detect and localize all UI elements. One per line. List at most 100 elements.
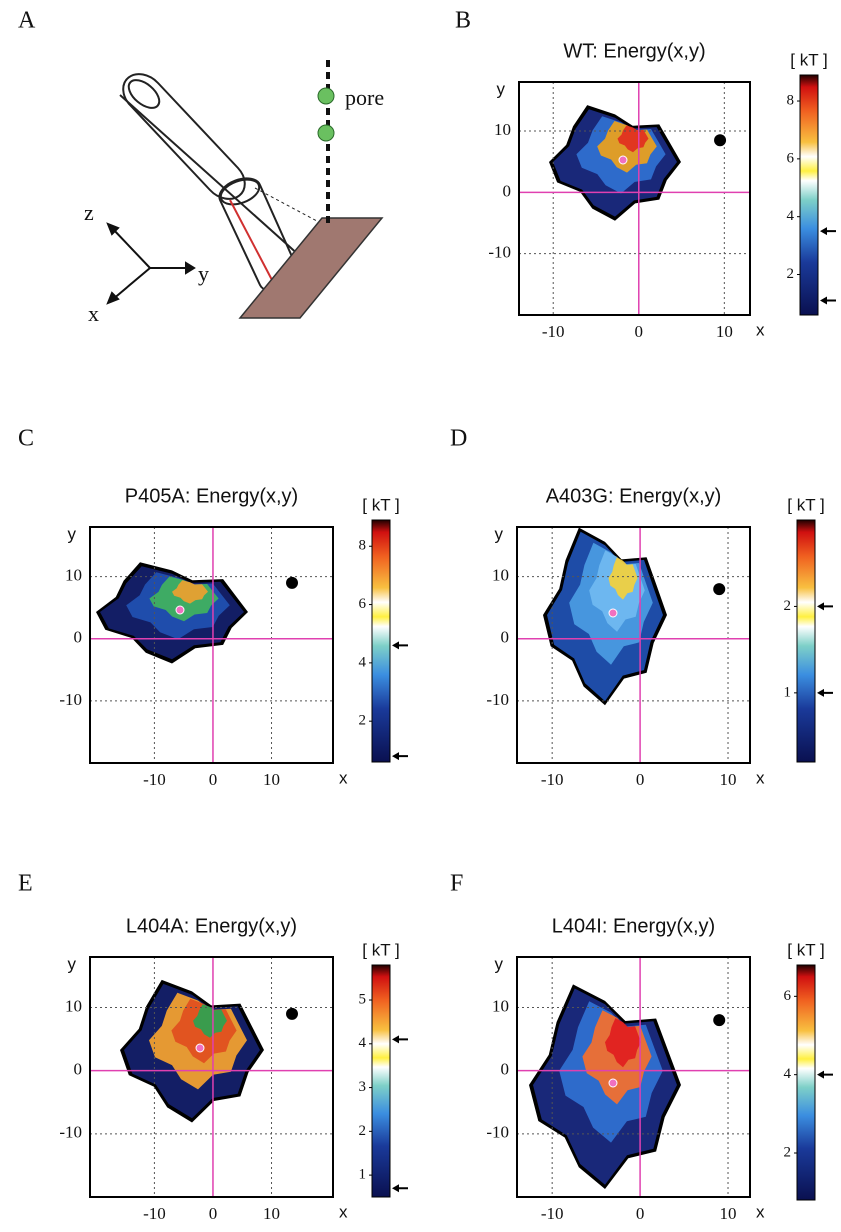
arrow-head bbox=[106, 291, 120, 305]
x-tick-label: 0 bbox=[636, 1204, 645, 1223]
colorbar-tick-label: 4 bbox=[784, 1066, 792, 1082]
x-tick-label: -10 bbox=[542, 322, 565, 341]
x-axis-label: x bbox=[756, 768, 765, 787]
colorbar-tick-label: 4 bbox=[359, 654, 367, 670]
cylinder-end bbox=[219, 178, 261, 206]
colorbar-tick-label: 6 bbox=[359, 596, 367, 612]
colorbar-label: [ kT ] bbox=[787, 940, 824, 959]
rod bbox=[119, 94, 311, 266]
x-tick-label: 10 bbox=[263, 770, 280, 789]
y-tick-label: -10 bbox=[488, 243, 511, 262]
plot-frame bbox=[518, 81, 751, 316]
panel-label: B bbox=[455, 8, 471, 34]
arrow-head bbox=[185, 261, 196, 275]
plot-frame bbox=[89, 526, 334, 764]
y-tick-label: 0 bbox=[501, 628, 510, 647]
axis-name: z bbox=[84, 200, 94, 225]
y-tick-label: 10 bbox=[492, 566, 509, 585]
colorbar-tick-label: 4 bbox=[359, 1035, 367, 1051]
map-region bbox=[608, 557, 638, 600]
plot-frame bbox=[516, 526, 751, 764]
colorbar bbox=[799, 74, 819, 316]
colorbar-arrow bbox=[392, 1035, 408, 1044]
x-tick-label: 10 bbox=[263, 1204, 280, 1223]
colorbar-tick-label: 4 bbox=[787, 208, 795, 224]
y-tick-label: -10 bbox=[59, 1123, 82, 1142]
membrane-plane bbox=[238, 217, 384, 319]
pore-marker bbox=[713, 583, 726, 596]
panel-label: E bbox=[18, 871, 33, 897]
chart-title: WT: Energy(x,y) bbox=[563, 40, 705, 62]
colorbar-tick-label: 5 bbox=[359, 991, 367, 1007]
x-axis-label: x bbox=[339, 1202, 348, 1221]
colorbar-tick-label: 3 bbox=[359, 1079, 367, 1095]
x-tick-label: 10 bbox=[720, 1204, 737, 1223]
y-tick-label: 10 bbox=[494, 120, 511, 139]
chart-title: L404I: Energy(x,y) bbox=[552, 915, 715, 937]
minimum-marker bbox=[608, 1078, 618, 1088]
y-tick-label: -10 bbox=[486, 690, 509, 709]
x-tick-label: 0 bbox=[209, 1204, 218, 1223]
energy-map bbox=[543, 527, 667, 706]
pore-marker bbox=[714, 134, 727, 147]
y-tick-label: 10 bbox=[65, 996, 82, 1015]
pore-bead bbox=[317, 87, 335, 105]
colorbar-arrow bbox=[817, 688, 833, 697]
minimum-marker bbox=[618, 155, 628, 165]
colorbar-tick-label: 2 bbox=[784, 1144, 792, 1160]
x-tick-label: 10 bbox=[716, 322, 733, 341]
chart-title: P405A: Energy(x,y) bbox=[125, 485, 298, 507]
minimum-marker bbox=[195, 1043, 205, 1053]
colorbar-tick-label: 6 bbox=[787, 150, 795, 166]
x-tick-label: -10 bbox=[541, 1204, 564, 1223]
colorbar-arrow bbox=[817, 602, 833, 611]
axis-arrow bbox=[111, 227, 151, 269]
dotted-line bbox=[254, 187, 331, 229]
axis-name: x bbox=[88, 301, 99, 326]
minimum-marker bbox=[175, 605, 185, 615]
colorbar-tick-label: 2 bbox=[784, 598, 792, 614]
axis-arrow bbox=[111, 267, 151, 301]
colorbar-tick-label: 1 bbox=[784, 684, 792, 700]
chart-title: A403G: Energy(x,y) bbox=[546, 485, 722, 507]
colorbar-label: [ kT ] bbox=[790, 50, 827, 69]
plot-frame bbox=[89, 956, 334, 1198]
panel-a-diagram: A pore z y x bbox=[18, 8, 384, 327]
colorbar-tick-label: 2 bbox=[359, 1123, 367, 1139]
colorbar-tick-label: 1 bbox=[359, 1167, 367, 1183]
panel-label: D bbox=[450, 426, 467, 452]
energy-map bbox=[529, 984, 681, 1189]
panel-label: C bbox=[18, 426, 34, 452]
x-tick-label: -10 bbox=[143, 1204, 166, 1223]
x-tick-label: -10 bbox=[143, 770, 166, 789]
panel-label: F bbox=[450, 871, 463, 897]
y-tick-label: 0 bbox=[501, 1060, 510, 1079]
colorbar-tick-label: 2 bbox=[359, 713, 367, 729]
x-tick-label: 10 bbox=[720, 770, 737, 789]
y-tick-label: 0 bbox=[503, 181, 512, 200]
colorbar-tick-label: 2 bbox=[787, 266, 795, 282]
minimum-marker bbox=[608, 608, 618, 618]
colorbar bbox=[796, 964, 816, 1201]
y-tick-label: -10 bbox=[486, 1123, 509, 1142]
colorbar-arrow bbox=[392, 752, 408, 761]
y-axis-label: y bbox=[497, 79, 506, 98]
x-axis-label: x bbox=[339, 768, 348, 787]
colorbar-label: [ kT ] bbox=[787, 495, 824, 514]
colorbar-arrow bbox=[820, 296, 836, 305]
y-tick-label: 0 bbox=[74, 628, 83, 647]
arrow-head bbox=[106, 222, 120, 236]
x-tick-label: 0 bbox=[635, 322, 644, 341]
colorbar-arrow bbox=[820, 227, 836, 236]
axis-name: y bbox=[198, 261, 209, 286]
map-region bbox=[172, 580, 208, 604]
red-line bbox=[229, 199, 273, 281]
colorbar-arrow bbox=[392, 641, 408, 650]
y-axis-label: y bbox=[68, 524, 77, 543]
y-tick-label: 0 bbox=[74, 1060, 83, 1079]
map-region bbox=[193, 1004, 227, 1038]
energy-map bbox=[120, 979, 264, 1123]
colorbar-label: [ kT ] bbox=[362, 495, 399, 514]
